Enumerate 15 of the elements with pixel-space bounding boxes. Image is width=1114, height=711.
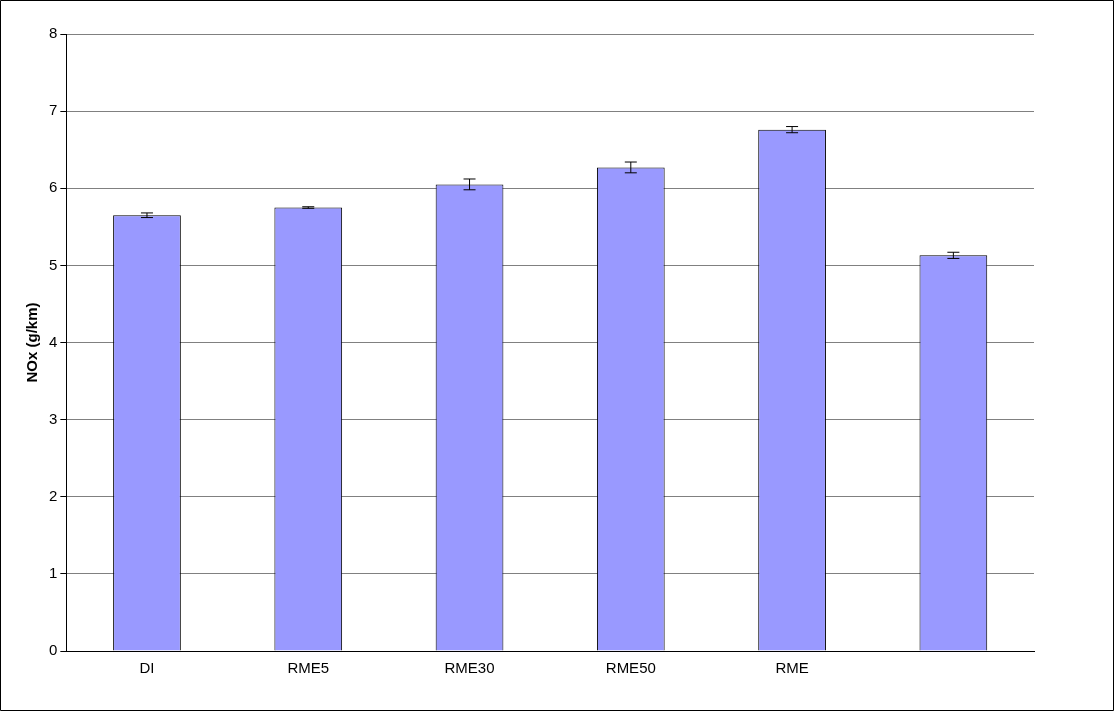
y-tick-label: 8 <box>49 24 58 42</box>
y-tick-label: 2 <box>49 486 58 504</box>
x-tick-label: DI <box>139 659 155 677</box>
x-tick-label: RME50 <box>605 659 656 677</box>
y-tick-label: 6 <box>49 178 58 196</box>
y-axis-title: NOx (g/km) <box>23 302 41 383</box>
x-tick-label: RME5 <box>287 659 330 677</box>
y-tick-label: 4 <box>49 332 58 350</box>
y-tick-label: 1 <box>49 564 58 582</box>
x-tick-label: RME <box>775 659 809 677</box>
x-tick-label: RME30 <box>444 659 495 677</box>
y-tick-label: 3 <box>49 409 58 427</box>
y-tick-label: 5 <box>49 255 58 273</box>
y-tick-label: 0 <box>49 641 58 659</box>
y-tick-label: 7 <box>49 101 58 119</box>
